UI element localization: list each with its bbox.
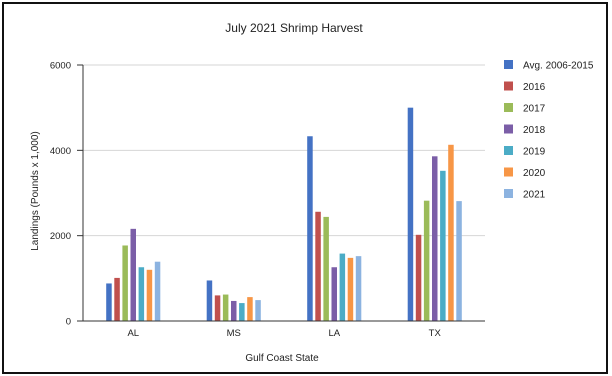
bar [339,253,346,321]
legend-swatch [504,167,513,177]
bar [122,245,128,321]
legend-swatch [504,81,513,91]
bar [154,261,161,321]
y-tick-label: 2000 [50,231,71,242]
axes: 0 2000 4000 6000 AL MS LA TX [50,61,485,339]
bar [347,257,354,321]
bar [331,267,337,321]
bar [247,297,253,321]
chart-title: July 2021 Shrimp Harvest [225,21,363,35]
bar-chart: July 2021 Shrimp Harvest Gulf Coast Stat… [30,21,594,364]
bar [255,300,261,321]
bar [106,283,112,321]
bar [130,228,136,321]
legend-swatch [504,103,513,112]
bar [456,201,462,321]
legend-swatch [504,189,513,198]
y-tick-label: 0 [66,317,71,328]
legend-swatch [504,124,513,134]
y-tick-label: 4000 [50,146,71,157]
bar [138,267,145,321]
bar [440,170,446,321]
bar [407,107,414,322]
x-tick-label: LA [328,328,340,339]
legend-swatch [504,60,513,69]
legend-label: 2016 [523,82,546,93]
x-tick-label: TX [429,328,442,339]
legend-swatch [504,146,513,155]
x-tick-label: AL [127,328,139,339]
bar [239,303,245,321]
y-tick-label: 6000 [50,61,71,72]
bar [214,295,221,321]
legend-label: 2019 [523,147,546,158]
bar [415,234,422,321]
legend-label: 2020 [523,168,546,179]
bars [106,107,462,322]
bar [448,144,454,321]
bar [355,256,362,321]
legend: Avg. 2006-2015 2016 2017 2018 2019 2020 2021 [504,60,594,201]
bar [114,277,120,321]
legend-label: 2021 [523,190,546,201]
bar [222,294,229,321]
x-tick-label: MS [227,328,241,339]
bar [206,280,213,321]
x-axis-label: Gulf Coast State [245,353,319,364]
chart-frame: July 2021 Shrimp Harvest Gulf Coast Stat… [2,2,608,374]
legend-label: Avg. 2006-2015 [523,61,594,72]
bar [146,269,153,321]
legend-label: 2018 [523,125,546,136]
bar [315,211,321,321]
legend-label: 2017 [523,104,546,115]
y-axis-label: Landings (Pounds x 1,000) [30,131,41,251]
bar [323,216,329,321]
bar [231,300,237,321]
bar [307,136,313,321]
bar [432,156,438,321]
bar [423,200,430,321]
